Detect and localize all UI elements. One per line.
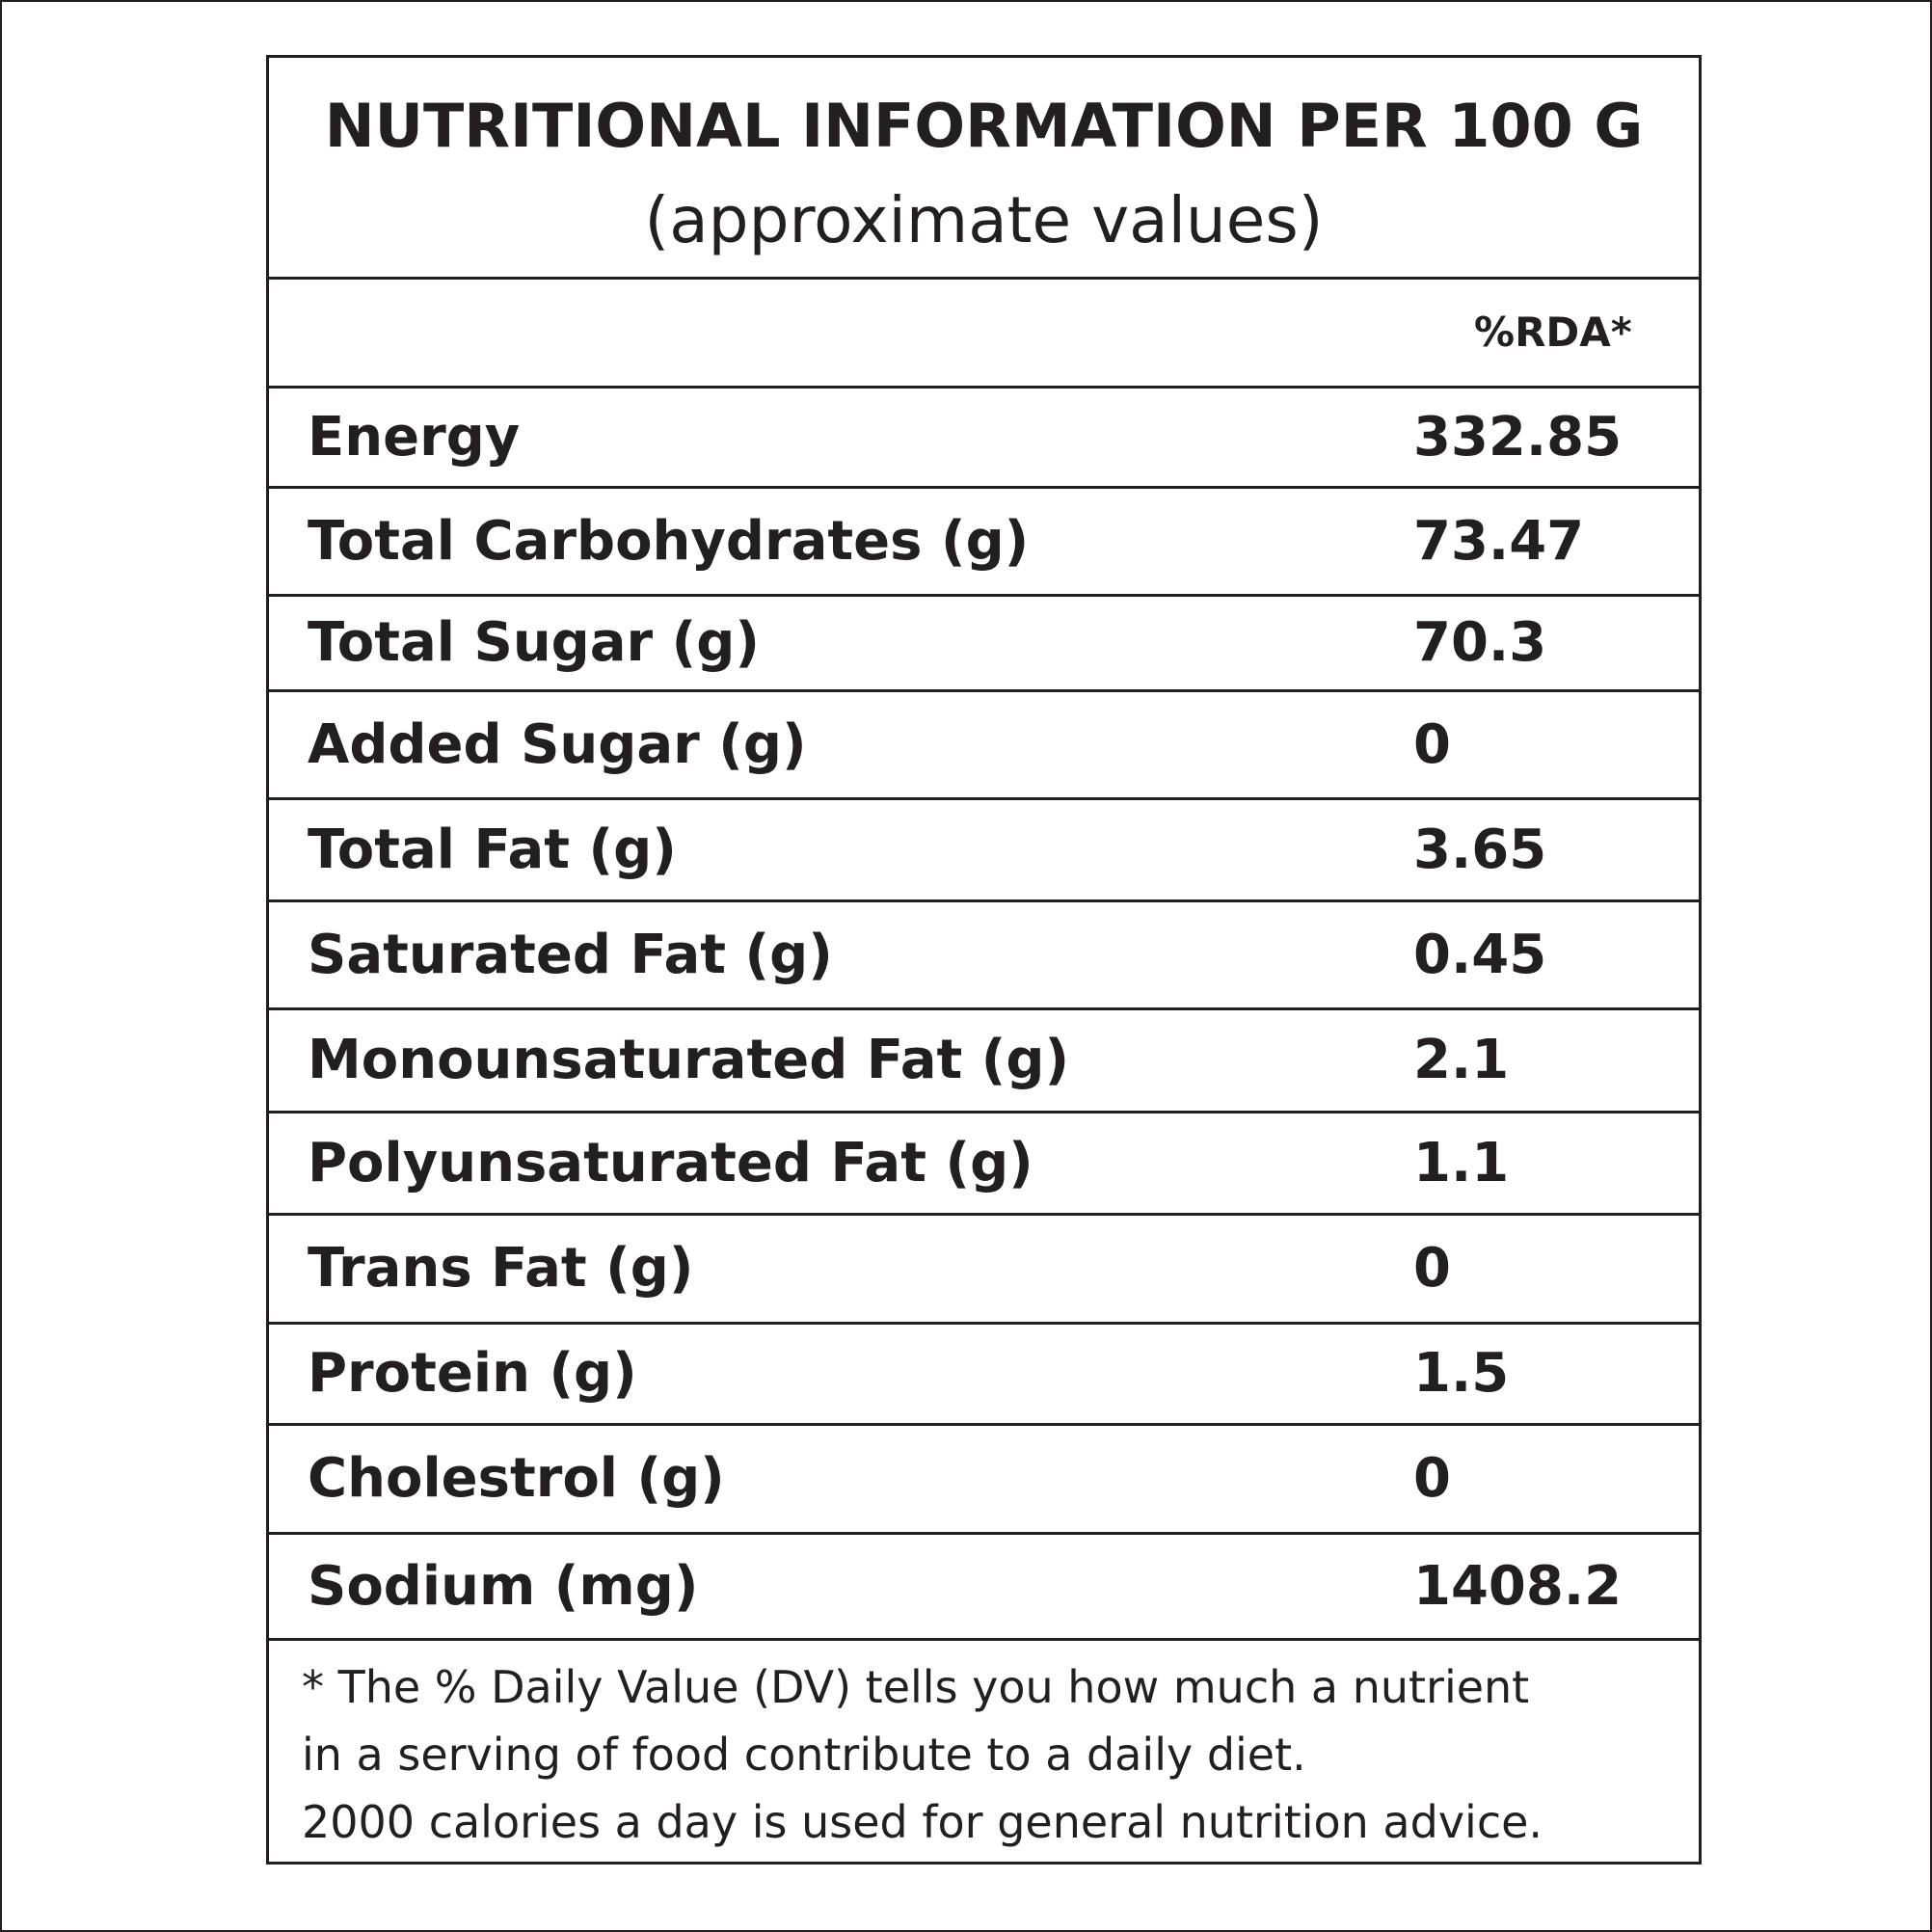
- nutrient-value: 70.3: [1413, 611, 1547, 674]
- nutrient-row-energy: Energy 332.85: [269, 389, 1699, 489]
- footnote-line: * The % Daily Value (DV) tells you how m…: [302, 1661, 1530, 1713]
- nutrient-name: Total Fat (g): [308, 818, 677, 881]
- table-header: NUTRITIONAL INFORMATION PER 100 G (appro…: [269, 58, 1699, 280]
- nutrient-value: 0: [1413, 1447, 1451, 1510]
- nutrient-value: 0.45: [1413, 923, 1547, 986]
- footnote: * The % Daily Value (DV) tells you how m…: [302, 1653, 1543, 1856]
- nutrient-value: 1408.2: [1413, 1554, 1623, 1618]
- nutrient-value: 1.1: [1413, 1131, 1510, 1194]
- nutrient-name: Polyunsaturated Fat (g): [308, 1131, 1033, 1194]
- nutrient-row-sodium: Sodium (mg) 1408.2: [269, 1535, 1699, 1641]
- nutrient-name: Saturated Fat (g): [308, 923, 833, 986]
- footnote-line: in a serving of food contribute to a dai…: [302, 1729, 1306, 1781]
- nutrient-row-polyunsaturated-fat: Polyunsaturated Fat (g) 1.1: [269, 1114, 1699, 1216]
- nutrient-value: 332.85: [1413, 405, 1623, 469]
- nutrient-name: Energy: [308, 405, 521, 469]
- nutrient-name: Added Sugar (g): [308, 712, 807, 776]
- nutrient-row-cholestrol: Cholestrol (g) 0: [269, 1426, 1699, 1535]
- nutrient-row-added-sugar: Added Sugar (g) 0: [269, 692, 1699, 800]
- table-title: NUTRITIONAL INFORMATION PER 100 G: [324, 91, 1644, 161]
- nutrient-name: Trans Fat (g): [308, 1237, 694, 1300]
- footnote-line: 2000 calories a day is used for general …: [302, 1796, 1543, 1848]
- nutrient-row-protein: Protein (g) 1.5: [269, 1325, 1699, 1426]
- nutrient-name: Protein (g): [308, 1342, 637, 1405]
- nutrient-value: 2.1: [1413, 1029, 1510, 1091]
- nutrient-value: 0: [1413, 1237, 1451, 1300]
- nutrient-name: Total Carbohydrates (g): [308, 509, 1030, 573]
- nutrient-row-total-carbohydrates: Total Carbohydrates (g) 73.47: [269, 489, 1699, 597]
- rda-header-row: %RDA*: [269, 280, 1699, 389]
- nutrient-row-saturated-fat: Saturated Fat (g) 0.45: [269, 902, 1699, 1010]
- nutrient-row-total-fat: Total Fat (g) 3.65: [269, 800, 1699, 902]
- nutrient-row-total-sugar: Total Sugar (g) 70.3: [269, 597, 1699, 692]
- nutrient-value: 73.47: [1413, 509, 1585, 573]
- nutrient-name: Total Sugar (g): [308, 611, 760, 674]
- nutrient-name: Sodium (mg): [308, 1554, 699, 1618]
- nutrition-table: NUTRITIONAL INFORMATION PER 100 G (appro…: [266, 55, 1702, 1865]
- rda-column-header: %RDA*: [1474, 309, 1632, 356]
- nutrient-value: 0: [1413, 712, 1451, 776]
- nutrient-name: Monounsaturated Fat (g): [308, 1029, 1070, 1091]
- nutrient-value: 3.65: [1413, 818, 1547, 881]
- nutrient-row-trans-fat: Trans Fat (g) 0: [269, 1216, 1699, 1325]
- table-subtitle: (approximate values): [644, 183, 1324, 257]
- nutrient-name: Cholestrol (g): [308, 1447, 725, 1510]
- nutrient-row-monounsaturated-fat: Monounsaturated Fat (g) 2.1: [269, 1010, 1699, 1114]
- nutrient-value: 1.5: [1413, 1342, 1510, 1405]
